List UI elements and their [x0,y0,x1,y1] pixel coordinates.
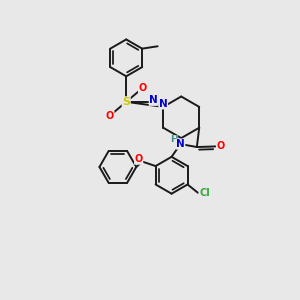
Text: O: O [135,154,143,164]
Text: N: N [176,139,185,149]
Text: H: H [170,135,178,144]
Text: S: S [122,97,130,107]
Text: N: N [149,95,158,105]
Text: O: O [106,111,114,121]
Text: N: N [159,99,168,109]
Text: O: O [138,82,147,93]
Text: Cl: Cl [199,188,210,198]
Text: O: O [217,141,225,152]
